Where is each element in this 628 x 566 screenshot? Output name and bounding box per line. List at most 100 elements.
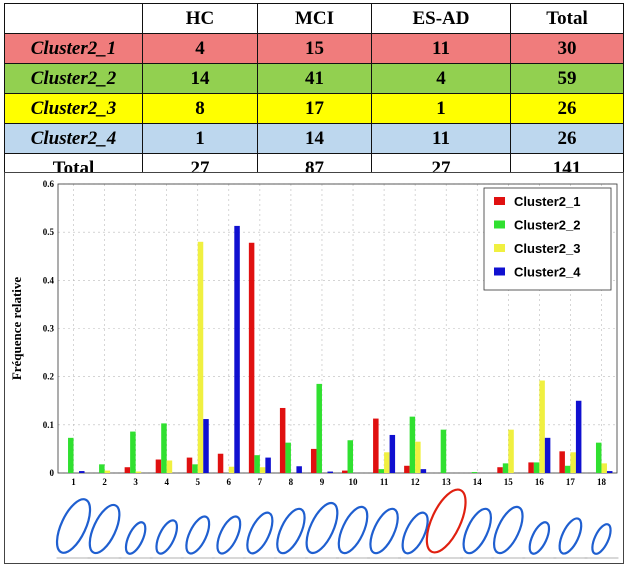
table-cell: 26 [510, 123, 624, 154]
bar [415, 441, 421, 473]
table-corner-cell [4, 3, 143, 34]
x-tick-label: 3 [133, 477, 138, 487]
y-tick-label: 0 [50, 468, 55, 478]
bar [404, 465, 410, 473]
bar [155, 459, 162, 473]
bar [601, 463, 607, 473]
bar [104, 470, 111, 473]
legend-label: Cluster2_3 [514, 241, 580, 256]
bar [570, 452, 576, 473]
bar [575, 400, 582, 473]
table-cell: 4 [142, 33, 258, 64]
legend-box [483, 187, 612, 291]
y-tick-label: 0.5 [43, 227, 55, 237]
shape-contour [528, 521, 551, 555]
table-cell: 1 [371, 93, 511, 124]
bar [539, 380, 545, 473]
legend-label: Cluster2_2 [514, 218, 580, 233]
bar [528, 462, 534, 473]
bar [259, 467, 266, 473]
y-tick-label: 0.3 [43, 324, 55, 334]
bar [68, 437, 74, 473]
row-label: Cluster2_3 [4, 93, 143, 124]
shape-contour [558, 517, 583, 555]
bar [135, 471, 142, 473]
table-cell: 14 [142, 63, 258, 94]
table-cell: 1 [142, 123, 258, 154]
table-row: Cluster2_2 14 41 4 59 [4, 63, 624, 94]
table-cell: 17 [257, 93, 372, 124]
bar [595, 442, 602, 473]
row-label: Cluster2_4 [4, 123, 143, 154]
row-label: Cluster2_1 [4, 33, 143, 64]
bar [161, 423, 167, 473]
x-tick-label: 2 [102, 477, 107, 487]
bar [342, 470, 348, 473]
bar [409, 416, 416, 473]
x-tick-label: 14 [473, 477, 483, 487]
x-tick-label: 8 [289, 477, 294, 487]
table-header-row: HC MCI ES-AD Total [4, 3, 624, 34]
bar [316, 383, 322, 473]
shape-contour [155, 519, 179, 555]
bar-chart-panel: 0 0.1 0.2 0.3 0.4 0.5 0.6 1 2 3 4 5 6 7 8 9 10 11 12 13 14 15… [4, 172, 624, 564]
bar [166, 460, 173, 473]
y-tick-label: 0.1 [43, 420, 55, 430]
legend-swatch [494, 244, 505, 252]
legend-label: Cluster2_4 [514, 265, 581, 280]
relative-frequency-bar-chart: 00.10.20.30.40.50.61 2 3 4 5 6 7 8 9 10 11 12 13 14 15… [9, 179, 619, 559]
x-tick-label: 17 [566, 477, 576, 487]
table-cell: 11 [371, 123, 511, 154]
bar [186, 457, 193, 473]
table-cell: 14 [257, 123, 372, 154]
shape-contour [369, 507, 399, 555]
bar [285, 442, 291, 473]
bar [310, 448, 317, 473]
x-tick-label: 13 [442, 477, 452, 487]
table-row: Cluster2_4 1 14 11 26 [4, 123, 624, 154]
shape-contour [55, 498, 92, 554]
shape-contour [124, 521, 147, 555]
bar [130, 431, 136, 473]
bar [265, 457, 271, 473]
table-cell: 26 [510, 93, 624, 124]
bar [79, 471, 85, 473]
bar [497, 467, 503, 473]
y-axis-label: Fréquence relative [9, 277, 24, 381]
legend-swatch [494, 267, 505, 276]
x-tick-label: 1 [71, 477, 76, 487]
row-label: Cluster2_2 [4, 63, 143, 94]
bar [203, 419, 209, 473]
table-cell: 41 [257, 63, 372, 94]
shape-contour [216, 515, 242, 555]
shape-contour [276, 507, 306, 555]
shape-contour [185, 515, 211, 555]
x-tick-label: 18 [597, 477, 607, 487]
x-tick-label: 5 [196, 477, 201, 487]
bar [99, 464, 105, 473]
shape-contour [246, 511, 274, 555]
bar [420, 469, 427, 473]
bar [471, 472, 478, 473]
bar [373, 418, 379, 473]
bar [606, 471, 613, 473]
table-cell: 30 [510, 33, 624, 64]
cluster-count-table: HC MCI ES-AD Total Cluster2_1 4 15 11 30 Cluster2… [4, 3, 624, 184]
bar [440, 429, 447, 473]
bar [347, 440, 354, 473]
x-tick-label: 12 [411, 477, 421, 487]
table-cell: 4 [371, 63, 511, 94]
column-header: ES-AD [371, 3, 511, 34]
bar [559, 451, 565, 473]
y-tick-label: 0.4 [43, 275, 55, 285]
legend-swatch [494, 197, 505, 205]
bar [327, 471, 333, 473]
shape-contour [591, 523, 612, 555]
bar [502, 463, 509, 473]
bar [378, 469, 385, 473]
x-tick-label: 9 [320, 477, 325, 487]
bar [234, 225, 240, 473]
shape-contour [305, 501, 339, 555]
column-header: HC [142, 3, 258, 34]
x-tick-label: 10 [349, 477, 359, 487]
